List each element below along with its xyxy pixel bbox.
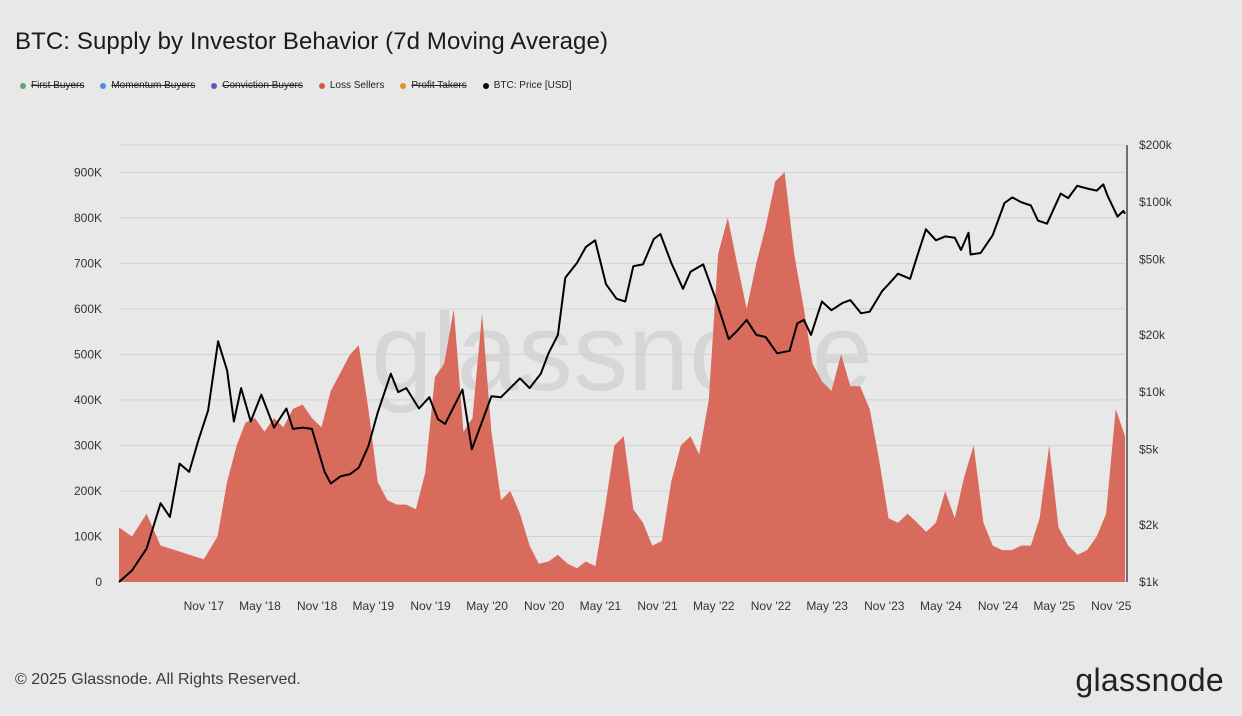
x-tick-label: May '22 — [693, 599, 735, 613]
y-right-tick-label: $1k — [1139, 575, 1159, 589]
chart-title: BTC: Supply by Investor Behavior (7d Mov… — [15, 28, 609, 55]
x-tick-label: May '21 — [580, 599, 622, 613]
y-left-tick-label: 800K — [74, 211, 102, 225]
x-tick-label: Nov '20 — [524, 599, 565, 613]
y-right-tick-label: $200k — [1139, 138, 1173, 152]
x-tick-label: May '19 — [353, 599, 395, 613]
legend-label: Profit Takers — [411, 80, 467, 91]
legend-label: First Buyers — [31, 80, 85, 91]
y-right-tick-label: $2k — [1139, 518, 1159, 532]
legend-label: Momentum Buyers — [111, 80, 196, 91]
y-left-tick-label: 300K — [74, 438, 102, 452]
x-tick-label: May '23 — [806, 599, 848, 613]
x-tick-label: Nov '24 — [978, 599, 1019, 613]
x-tick-label: Nov '23 — [864, 599, 905, 613]
x-tick-label: Nov '18 — [297, 599, 338, 613]
legend-label: Loss Sellers — [329, 80, 385, 91]
y-left-tick-label: 200K — [74, 484, 102, 498]
y-left-tick-label: 900K — [74, 165, 102, 179]
y-right-tick-label: $5k — [1139, 442, 1159, 456]
y-left-tick-label: 700K — [74, 256, 102, 270]
legend-swatch — [400, 82, 407, 89]
legend-label: Conviction Buyers — [222, 80, 303, 91]
x-tick-label: Nov '19 — [410, 599, 451, 613]
x-tick-label: Nov '17 — [184, 599, 225, 613]
legend-item-btc-price-usd[interactable]: BTC: Price [USD] — [482, 80, 572, 91]
legend-swatch — [211, 82, 218, 89]
chart-legend: First Buyers Momentum Buyers Conviction Bu… — [20, 80, 572, 91]
y-left-tick-label: 500K — [74, 347, 102, 361]
x-tick-label: May '18 — [239, 599, 281, 613]
x-tick-label: May '25 — [1033, 599, 1075, 613]
x-tick-label: May '20 — [466, 599, 508, 613]
x-tick-label: Nov '21 — [637, 599, 678, 613]
legend-swatch — [318, 82, 325, 89]
legend-swatch — [20, 82, 26, 89]
legend-swatch — [482, 82, 489, 89]
y-right-tick-label: $20k — [1139, 328, 1166, 342]
legend-item-momentum-buyers[interactable]: Momentum Buyers — [100, 80, 195, 91]
glassnode-logo[interactable]: glassnode — [1075, 662, 1224, 698]
y-left-tick-label: 400K — [74, 393, 102, 407]
y-right-tick-label: $10k — [1139, 385, 1166, 399]
y-right-tick-label: $50k — [1139, 252, 1166, 266]
legend-swatch — [100, 82, 107, 89]
legend-item-profit-takers[interactable]: Profit Takers — [400, 80, 467, 91]
x-tick-label: May '24 — [920, 599, 962, 613]
series-area-loss-sellers — [119, 172, 1125, 583]
y-left-tick-label: 600K — [74, 302, 102, 316]
y-left-tick-label: 0 — [95, 575, 102, 589]
y-left-tick-label: 100K — [74, 529, 102, 543]
legend-label: BTC: Price [USD] — [493, 80, 572, 91]
y-right-tick-label: $100k — [1139, 195, 1173, 209]
legend-item-loss-sellers[interactable]: Loss Sellers — [318, 80, 385, 91]
x-tick-label: Nov '22 — [751, 599, 792, 613]
series-line-btc-price — [118, 183, 1126, 583]
x-tick-label: Nov '25 — [1091, 599, 1132, 613]
legend-item-first-buyers[interactable]: First Buyers — [20, 80, 84, 91]
copyright-text: © 2025 Glassnode. All Rights Reserved. — [15, 671, 301, 688]
legend-item-conviction-buyers[interactable]: Conviction Buyers — [211, 80, 303, 91]
